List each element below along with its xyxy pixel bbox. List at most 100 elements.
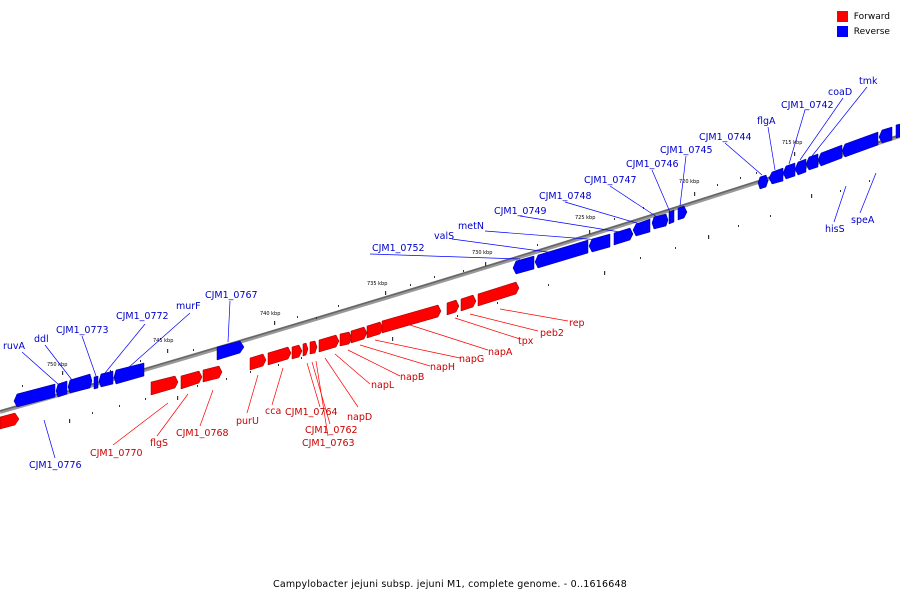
gene-arrow-CJM1_0752[interactable] — [512, 255, 535, 275]
tick-mark — [338, 305, 339, 307]
gene-arrow-CJM1_0764[interactable] — [291, 344, 303, 360]
gene-label-coaD[interactable]: coaD — [828, 87, 852, 98]
legend-reverse[interactable]: Reverse — [836, 24, 890, 39]
gene-label-CJM1_0776[interactable]: CJM1_0776 — [29, 460, 82, 471]
gene-label-CJM1_0764[interactable]: CJM1_0764 — [285, 407, 338, 418]
gene-label-CJM1_0752[interactable]: CJM1_0752 — [372, 243, 425, 254]
gene-label-CJM1_0746[interactable]: CJM1_0746 — [626, 159, 679, 170]
gene-arrow-speA[interactable] — [841, 131, 879, 158]
gene-label-peb2[interactable]: peb2 — [540, 328, 564, 339]
gene-arrow-CJM1_0768[interactable] — [202, 365, 223, 383]
gene-arrow-napB[interactable] — [350, 326, 368, 344]
leader-line — [799, 97, 844, 161]
leader-line — [609, 185, 658, 218]
gene-label-CJM1_0748[interactable]: CJM1_0748 — [539, 191, 592, 202]
gene-arrow-end-b[interactable] — [895, 123, 900, 139]
leader-line — [484, 230, 601, 241]
gene-arrow-valS[interactable] — [534, 239, 589, 269]
gene-arrow-tpx[interactable] — [446, 299, 460, 316]
gene-arrow-CJM1_0767[interactable] — [216, 340, 245, 361]
leader-line — [347, 349, 401, 377]
leader-line — [454, 317, 521, 340]
gene-label-napH[interactable]: napH — [430, 362, 455, 373]
gene-arrow-napA[interactable] — [381, 304, 442, 334]
gene-label-CJM1_0744[interactable]: CJM1_0744 — [699, 132, 752, 143]
gene-arrow-CJM1_0747[interactable] — [651, 213, 669, 230]
gene-arrow-ruvA[interactable] — [13, 383, 56, 408]
gene-label-CJM1_0772[interactable]: CJM1_0772 — [116, 311, 169, 322]
gene-label-valS[interactable]: valS — [434, 231, 454, 242]
gene-label-ruvA[interactable]: ruvA — [3, 341, 26, 352]
tick-mark — [119, 405, 120, 407]
gene-arrow-peb2[interactable] — [460, 294, 477, 312]
gene-arrow-end-a[interactable] — [878, 126, 893, 144]
leader-line — [811, 86, 868, 157]
gene-arrow-CJM1_0748[interactable] — [632, 218, 651, 237]
gene-arrow-metN[interactable] — [588, 233, 611, 253]
tick-mark — [756, 172, 757, 174]
gene-label-flgS[interactable]: flgS — [150, 438, 168, 449]
tick-label: 745 kbp — [153, 338, 173, 344]
tick-mark — [589, 230, 591, 234]
gene-arrow-murF[interactable] — [113, 362, 145, 385]
gene-label-CJM1_0742[interactable]: CJM1_0742 — [781, 100, 834, 111]
gene-label-flgA[interactable]: flgA — [757, 116, 776, 127]
leader-line — [271, 367, 284, 406]
gene-label-napL[interactable]: napL — [371, 380, 395, 391]
gene-arrow-CJM1_0742[interactable] — [782, 162, 796, 180]
gene-arrow-napD[interactable] — [318, 334, 340, 353]
gene-arrow-CJM1_0772a[interactable] — [93, 375, 99, 390]
gene-label-CJM1_0773[interactable]: CJM1_0773 — [56, 325, 109, 336]
gene-label-metN[interactable]: metN — [458, 221, 484, 232]
gene-label-cca[interactable]: cca — [265, 406, 281, 417]
gene-label-CJM1_0747[interactable]: CJM1_0747 — [584, 175, 637, 186]
gene-label-napB[interactable]: napB — [400, 372, 424, 383]
gene-arrow-coaD[interactable] — [794, 158, 807, 176]
gene-arrow-CJM1_0744[interactable] — [757, 174, 769, 190]
gene-arrow-CJM1_0745[interactable] — [677, 205, 688, 221]
legend-reverse-label: Reverse — [853, 26, 890, 37]
gene-label-CJM1_0745[interactable]: CJM1_0745 — [660, 145, 713, 156]
gene-label-rep[interactable]: rep — [569, 318, 585, 329]
gene-arrow-CJM1_0762[interactable] — [302, 342, 309, 357]
gene-arrow-CJM1_0746[interactable] — [668, 209, 675, 225]
gene-label-CJM1_0770[interactable]: CJM1_0770 — [90, 448, 143, 459]
tick-mark — [708, 235, 710, 239]
gene-label-napG[interactable]: napG — [459, 354, 484, 365]
gene-arrow-flgS[interactable] — [180, 370, 203, 390]
gene-arrow-hisS[interactable] — [817, 144, 843, 167]
gene-arrow-napH[interactable] — [366, 321, 384, 339]
gene-label-CJM1_0767[interactable]: CJM1_0767 — [205, 290, 258, 301]
gene-arrow-tmk[interactable] — [805, 153, 819, 171]
gene-label-napD[interactable]: napD — [347, 412, 372, 423]
gene-arrow-CJM1_0773[interactable] — [67, 373, 93, 394]
gene-arrow-CJM1_0776[interactable] — [0, 412, 20, 430]
genome-caption: Campylobacter jejuni subsp. jejuni M1, c… — [272, 579, 627, 590]
gene-label-purU[interactable]: purU — [236, 416, 259, 427]
gene-arrow-rep[interactable] — [477, 281, 520, 307]
gene-arrow-CJM1_0772[interactable] — [98, 370, 114, 388]
gene-label-tmk[interactable]: tmk — [859, 76, 878, 87]
tick-label: 730 kbp — [472, 250, 492, 256]
gene-label-CJM1_0768[interactable]: CJM1_0768 — [176, 428, 229, 439]
gene-arrow-purU[interactable] — [249, 353, 267, 371]
gene-label-CJM1_0762[interactable]: CJM1_0762 — [305, 425, 358, 436]
gene-label-CJM1_0763[interactable]: CJM1_0763 — [302, 438, 355, 449]
gene-arrow-napL[interactable] — [339, 331, 353, 347]
gene-arrow-CJM1_0749[interactable] — [613, 227, 634, 246]
gene-arrow-CJM1_0763[interactable] — [309, 340, 318, 355]
gene-label-tpx[interactable]: tpx — [518, 336, 534, 347]
gene-arrow-flgA[interactable] — [768, 167, 784, 185]
gene-arrow-CJM1_0770[interactable] — [150, 375, 179, 396]
reverse-swatch-icon — [836, 26, 848, 37]
gene-label-speA[interactable]: speA — [851, 215, 875, 226]
tick-mark — [738, 225, 739, 227]
gene-label-napA[interactable]: napA — [488, 347, 513, 358]
gene-arrow-cca[interactable] — [267, 346, 292, 366]
gene-label-hisS[interactable]: hisS — [825, 224, 845, 235]
legend-forward[interactable]: Forward — [836, 9, 890, 24]
gene-label-murF[interactable]: murF — [176, 301, 201, 312]
gene-label-CJM1_0749[interactable]: CJM1_0749 — [494, 206, 547, 217]
gene-arrow-ddl[interactable] — [55, 380, 68, 398]
gene-label-ddl[interactable]: ddl — [34, 334, 49, 345]
